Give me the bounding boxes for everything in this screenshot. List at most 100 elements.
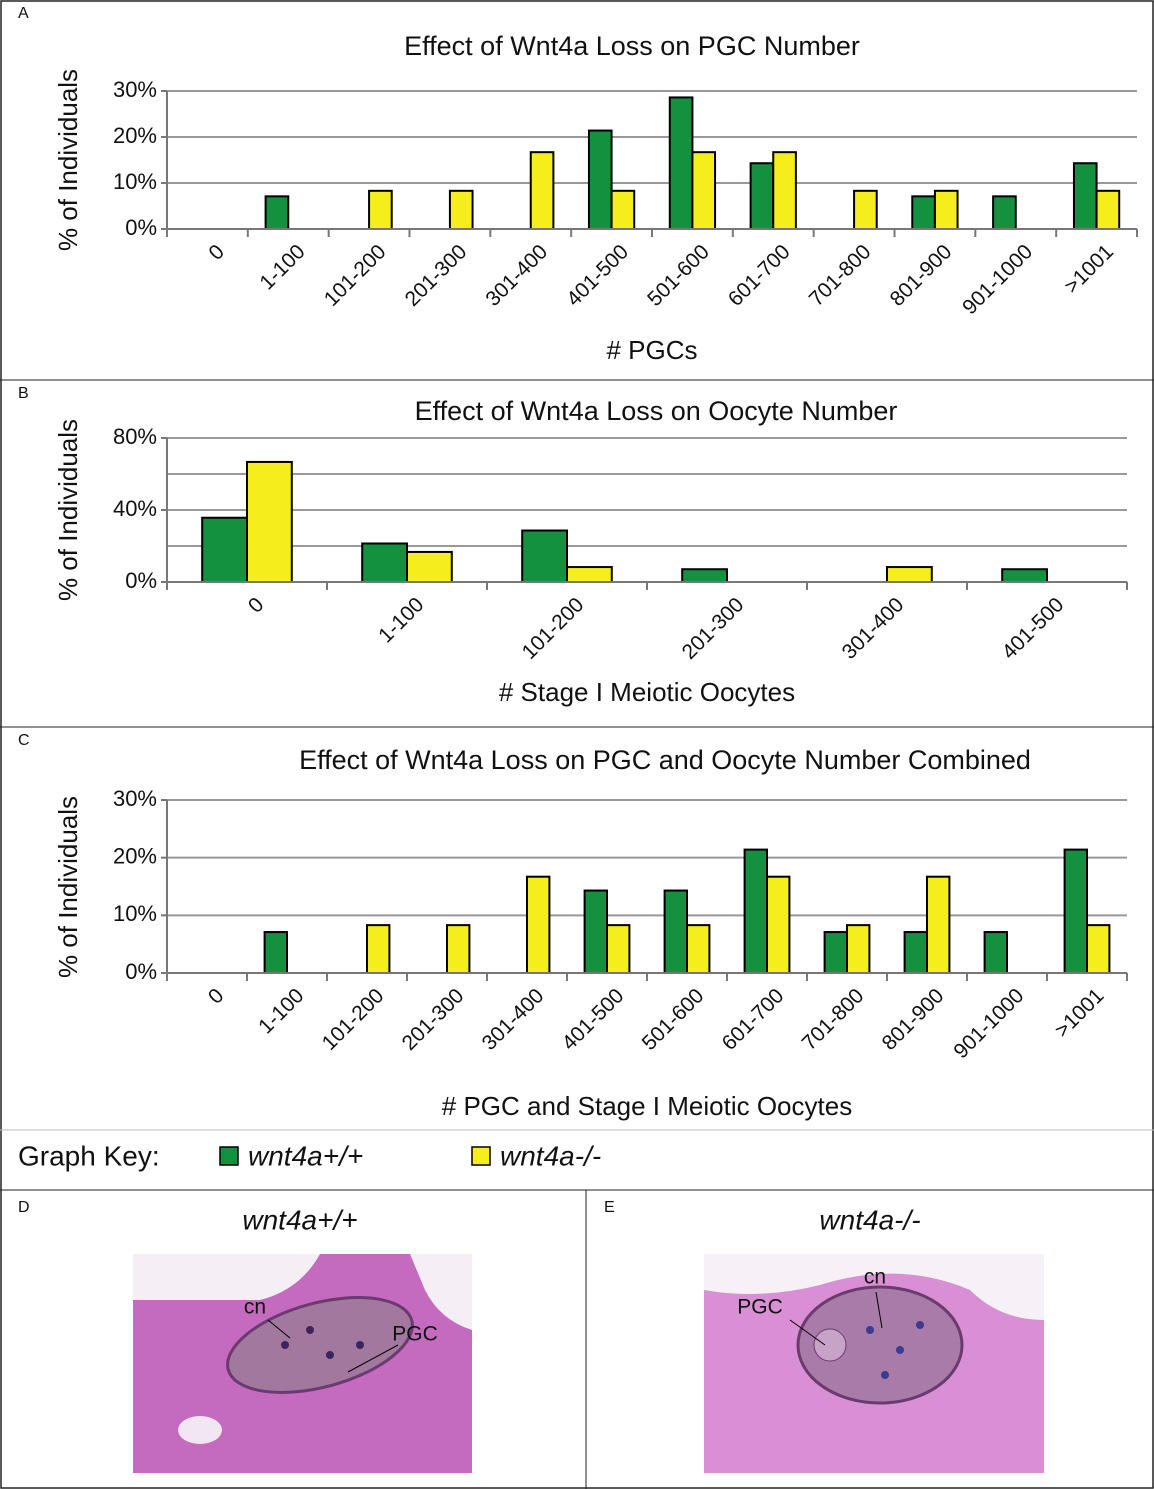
x-tick-label: 101-200 <box>320 240 391 311</box>
x-tick-label: 301-400 <box>481 240 552 311</box>
y-tick-label: 20% <box>113 123 157 148</box>
bar <box>585 891 607 973</box>
panel-label: A <box>18 5 29 22</box>
figure: Graph Key: A Effect of Wnt4a Loss on PGC … <box>0 0 1154 1489</box>
chart-title: Effect of Wnt4a Loss on PGC Number <box>404 31 860 61</box>
bar <box>912 196 935 229</box>
bar <box>607 925 629 973</box>
bar <box>825 932 847 973</box>
photo-label: cn <box>244 1296 266 1319</box>
x-tick-label: 801-900 <box>886 240 957 311</box>
legend-swatch <box>220 1147 238 1165</box>
bar <box>692 152 715 229</box>
x-tick-label: 401-500 <box>998 593 1069 664</box>
bar <box>407 552 452 582</box>
chart-title: Effect of Wnt4a Loss on PGC and Oocyte N… <box>299 745 1031 775</box>
x-tick-label: 901-1000 <box>949 984 1028 1063</box>
bar <box>687 925 709 973</box>
pgc <box>814 1329 846 1361</box>
bar <box>847 925 869 973</box>
y-tick-label: 40% <box>113 496 157 521</box>
nucleus <box>881 1371 889 1379</box>
x-tick-label: 401-500 <box>558 984 629 1055</box>
bar <box>1074 163 1097 229</box>
y-axis-label: % of Individuals <box>53 69 83 251</box>
bar <box>589 131 612 229</box>
photo-title: wnt4a+/+ <box>242 1204 357 1235</box>
bar <box>905 932 927 973</box>
y-tick-label: 10% <box>113 169 157 194</box>
bar <box>1065 850 1087 973</box>
bar <box>265 932 287 973</box>
key-title: Graph Key: <box>18 1140 160 1171</box>
y-tick-label: 0% <box>125 215 157 240</box>
x-tick-label: 901-1000 <box>958 240 1037 319</box>
bar <box>527 877 549 973</box>
photo <box>133 1254 472 1473</box>
y-axis-label: % of Individuals <box>53 796 83 978</box>
bar <box>985 932 1007 973</box>
x-tick-label: 0 <box>204 240 229 265</box>
bar <box>247 462 292 582</box>
nucleus <box>866 1326 874 1334</box>
x-tick-label: 601-700 <box>718 984 789 1055</box>
legend-swatch <box>472 1147 490 1165</box>
panel-label: C <box>18 732 30 749</box>
legend-label: wnt4a+/+ <box>248 1140 363 1171</box>
bar <box>927 877 949 973</box>
x-axis-label: # PGCs <box>606 335 697 365</box>
bar <box>612 191 635 229</box>
x-tick-label: 1-100 <box>374 593 428 647</box>
bar <box>751 163 774 229</box>
bar <box>369 191 392 229</box>
y-tick-label: 10% <box>113 901 157 926</box>
bar <box>993 196 1016 229</box>
chart-title: Effect of Wnt4a Loss on Oocyte Number <box>415 396 898 426</box>
bar <box>362 543 407 582</box>
x-axis-label: # Stage I Meiotic Oocytes <box>499 677 795 707</box>
photo-label: PGC <box>737 1296 783 1319</box>
x-tick-label: 301-400 <box>838 593 909 664</box>
x-tick-label: 701-800 <box>798 984 869 1055</box>
bar <box>450 191 473 229</box>
y-tick-label: 0% <box>125 568 157 593</box>
y-axis-label: % of Individuals <box>53 419 83 601</box>
y-tick-label: 30% <box>113 77 157 102</box>
x-tick-label: 101-200 <box>518 593 589 664</box>
x-tick-label: 401-500 <box>562 240 633 311</box>
bar <box>447 925 469 973</box>
y-tick-label: 0% <box>125 959 157 984</box>
nucleus <box>916 1321 924 1329</box>
x-tick-label: 0 <box>204 984 229 1009</box>
photo-label: PGC <box>392 1323 438 1346</box>
nucleus <box>326 1351 334 1359</box>
x-tick-label: 201-300 <box>401 240 472 311</box>
nucleus <box>306 1326 314 1334</box>
bar <box>887 567 932 582</box>
bar <box>767 877 789 973</box>
photo-label: cn <box>864 1266 886 1289</box>
bar <box>531 152 554 229</box>
x-tick-label: 201-300 <box>678 593 749 664</box>
x-tick-label: 201-300 <box>398 984 469 1055</box>
bar <box>202 518 247 582</box>
x-tick-label: 1-100 <box>255 240 309 294</box>
x-tick-label: 701-800 <box>805 240 876 311</box>
x-tick-label: 101-200 <box>318 984 389 1055</box>
panel-label: B <box>18 385 29 402</box>
bar <box>745 850 767 973</box>
y-tick-label: 80% <box>113 424 157 449</box>
photo-title: wnt4a-/- <box>819 1204 920 1235</box>
bar <box>773 152 796 229</box>
legend-label: wnt4a-/- <box>500 1140 601 1171</box>
cell <box>178 1416 222 1444</box>
x-tick-label: 0 <box>244 593 269 618</box>
bar <box>367 925 389 973</box>
x-axis-label: # PGC and Stage I Meiotic Oocytes <box>442 1091 852 1121</box>
x-tick-label: 501-600 <box>643 240 714 311</box>
x-tick-label: 601-700 <box>724 240 795 311</box>
bar <box>854 191 877 229</box>
bar <box>935 191 958 229</box>
nucleus <box>896 1346 904 1354</box>
bar <box>665 891 687 973</box>
